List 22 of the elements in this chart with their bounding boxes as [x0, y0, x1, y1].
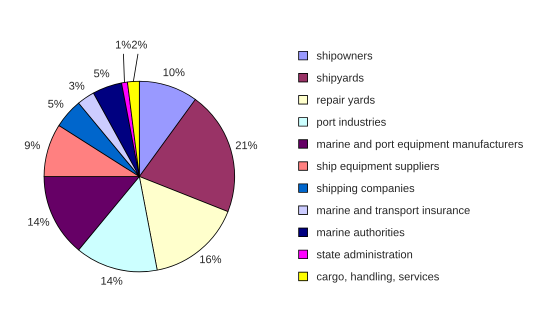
- data-label: 16%: [200, 255, 222, 264]
- data-label: 1%: [116, 40, 131, 49]
- legend-label: repair yards: [317, 96, 375, 106]
- legend-label: ship equipment suppliers: [316, 162, 439, 172]
- data-label: 21%: [236, 141, 258, 150]
- data-label: 9%: [24, 141, 40, 150]
- legend-label: shipyards: [316, 74, 364, 84]
- legend-label: marine and transport insurance: [317, 206, 470, 216]
- data-label: 14%: [101, 276, 122, 285]
- legend-label: marine and port equipment manufacturers: [317, 140, 523, 150]
- legend-label: state administration: [316, 250, 412, 258]
- legend-label: shipping companies: [316, 184, 414, 194]
- data-label: 2%: [132, 40, 147, 49]
- legend-label: port industries: [317, 118, 386, 128]
- data-label: 3%: [69, 82, 84, 90]
- data-label: 5%: [48, 100, 64, 108]
- legend-label: marine authorities: [317, 228, 404, 236]
- data-label: 10%: [164, 68, 185, 76]
- data-label: 14%: [28, 218, 50, 226]
- legend-label: shipowners: [316, 51, 372, 62]
- legend-label: cargo, handling, services: [316, 272, 439, 283]
- data-label: 5%: [94, 69, 110, 78]
